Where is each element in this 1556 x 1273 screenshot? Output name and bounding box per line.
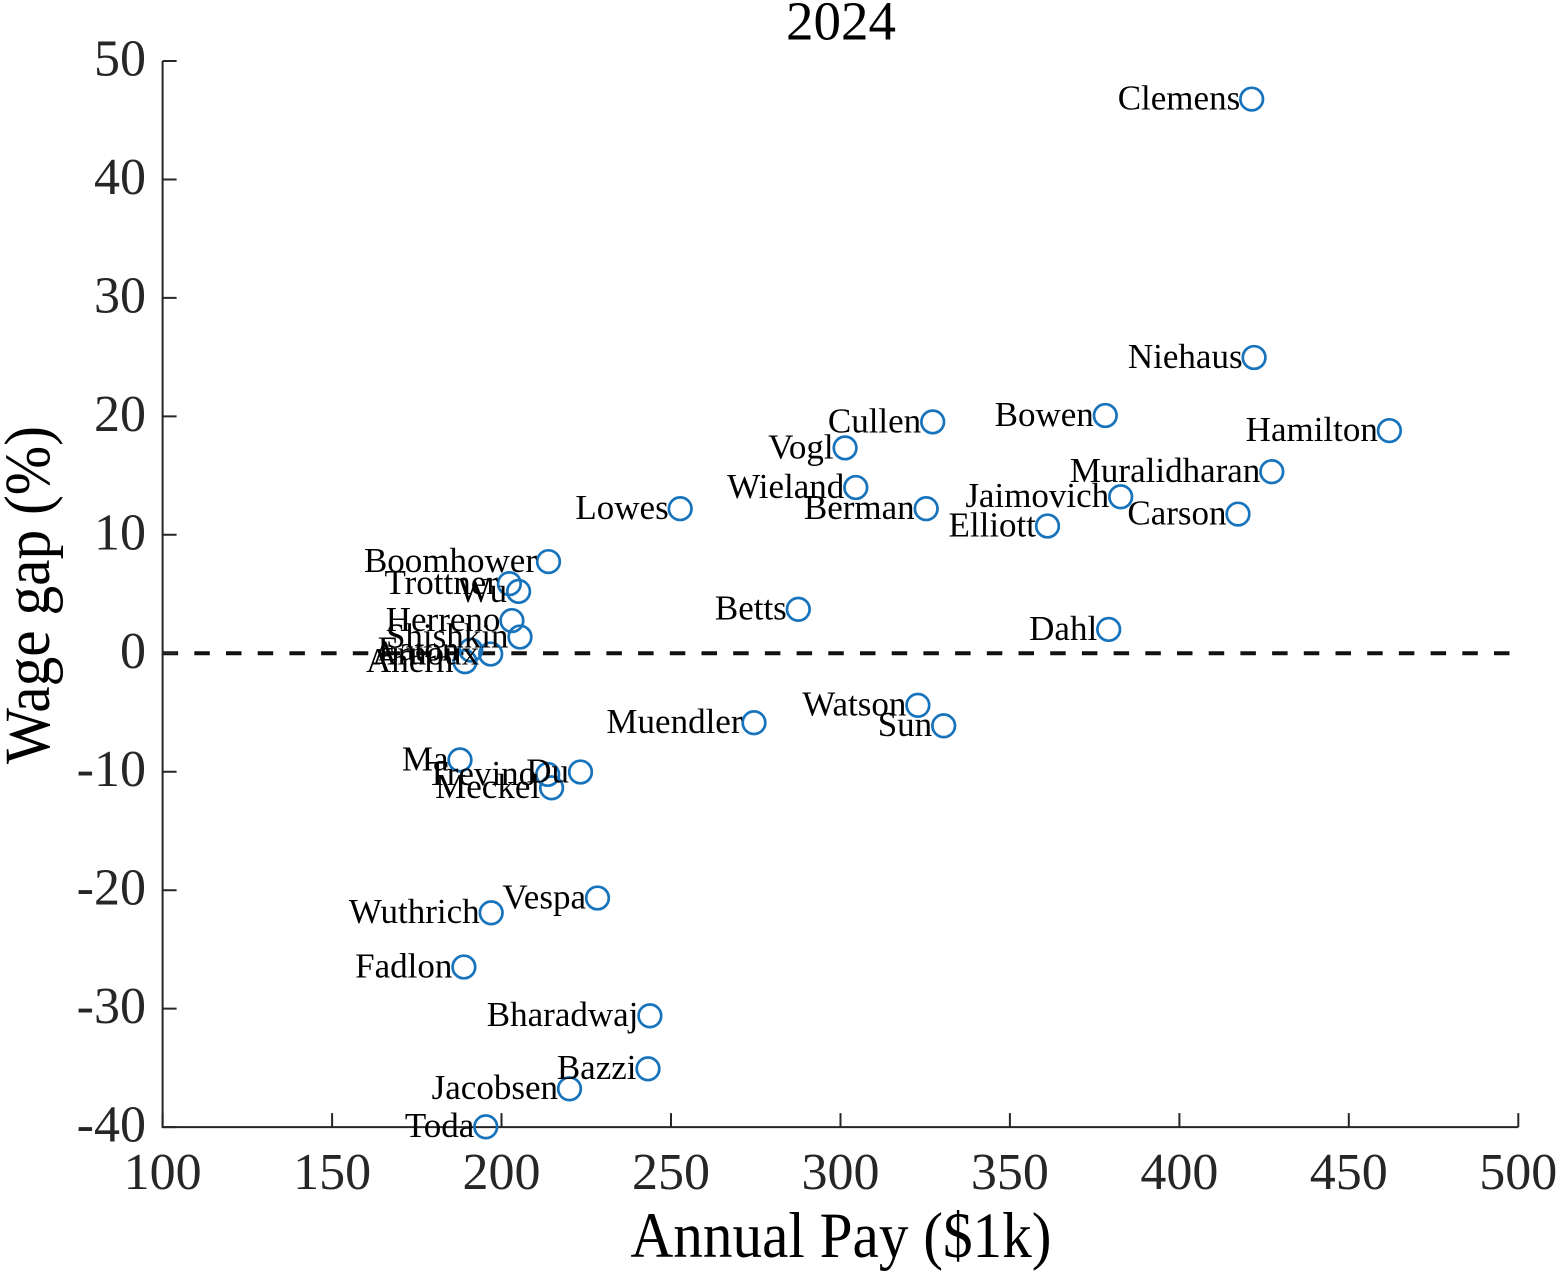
svg-text:Meckel: Meckel bbox=[435, 767, 540, 806]
svg-text:Berman: Berman bbox=[804, 488, 915, 527]
svg-text:300: 300 bbox=[802, 1144, 880, 1201]
svg-text:-40: -40 bbox=[77, 1097, 146, 1154]
svg-text:Bharadwaj: Bharadwaj bbox=[487, 995, 639, 1034]
svg-text:Watson: Watson bbox=[802, 685, 906, 724]
svg-text:Dahl: Dahl bbox=[1029, 609, 1097, 648]
svg-text:0: 0 bbox=[120, 623, 146, 680]
svg-text:20: 20 bbox=[94, 386, 146, 443]
svg-text:Toda: Toda bbox=[405, 1106, 475, 1145]
svg-text:-20: -20 bbox=[77, 860, 146, 917]
svg-text:350: 350 bbox=[971, 1144, 1049, 1201]
svg-text:Jaimovich: Jaimovich bbox=[965, 476, 1109, 515]
svg-text:Clemens: Clemens bbox=[1118, 79, 1240, 118]
svg-text:Carson: Carson bbox=[1127, 494, 1226, 533]
svg-text:Wage gap (%): Wage gap (%) bbox=[0, 426, 64, 764]
svg-text:-30: -30 bbox=[77, 978, 146, 1035]
svg-text:Muralidharan: Muralidharan bbox=[1070, 451, 1260, 490]
svg-text:450: 450 bbox=[1310, 1144, 1388, 1201]
svg-text:Muendler: Muendler bbox=[606, 702, 742, 741]
svg-text:Herreno: Herreno bbox=[386, 600, 501, 639]
svg-text:Boomhower: Boomhower bbox=[364, 541, 537, 580]
svg-text:Trottner: Trottner bbox=[384, 563, 498, 602]
svg-text:100: 100 bbox=[124, 1144, 202, 1201]
svg-text:Arnoux: Arnoux bbox=[372, 633, 479, 672]
svg-text:Shishkin: Shishkin bbox=[386, 616, 509, 655]
svg-text:10: 10 bbox=[94, 504, 146, 561]
svg-text:Hamilton: Hamilton bbox=[1246, 410, 1378, 449]
svg-text:-10: -10 bbox=[77, 741, 146, 798]
svg-text:Annual Pay ($1k): Annual Pay ($1k) bbox=[631, 1200, 1052, 1272]
svg-text:Wu: Wu bbox=[458, 571, 507, 610]
svg-text:Sun: Sun bbox=[878, 705, 932, 744]
svg-text:Bowen: Bowen bbox=[995, 395, 1094, 434]
svg-text:50: 50 bbox=[94, 31, 146, 88]
svg-text:Fadlon: Fadlon bbox=[355, 946, 452, 985]
svg-text:Elliott: Elliott bbox=[949, 505, 1037, 544]
svg-text:Lowes: Lowes bbox=[575, 488, 668, 527]
svg-text:150: 150 bbox=[293, 1144, 371, 1201]
svg-text:40: 40 bbox=[94, 149, 146, 206]
svg-text:Wuthrich: Wuthrich bbox=[349, 892, 480, 931]
svg-text:Du: Du bbox=[526, 751, 569, 790]
svg-text:Ma: Ma bbox=[402, 739, 449, 778]
svg-text:Cullen: Cullen bbox=[828, 401, 921, 440]
svg-text:Vespa: Vespa bbox=[502, 877, 586, 916]
svg-text:Betts: Betts bbox=[715, 589, 787, 628]
svg-text:400: 400 bbox=[1140, 1144, 1218, 1201]
svg-text:Vogl: Vogl bbox=[768, 427, 834, 466]
svg-text:Niehaus: Niehaus bbox=[1128, 337, 1243, 376]
svg-text:250: 250 bbox=[632, 1144, 710, 1201]
svg-text:Trevino: Trevino bbox=[427, 754, 537, 793]
svg-text:500: 500 bbox=[1479, 1144, 1556, 1201]
svg-text:Bazzi: Bazzi bbox=[557, 1048, 637, 1087]
svg-text:Ahern: Ahern bbox=[366, 641, 453, 680]
svg-text:Eaton: Eaton bbox=[378, 630, 460, 669]
svg-text:Wieland: Wieland bbox=[727, 467, 845, 506]
svg-text:30: 30 bbox=[94, 267, 146, 324]
svg-text:Jacobsen: Jacobsen bbox=[432, 1068, 558, 1107]
svg-text:200: 200 bbox=[463, 1144, 541, 1201]
svg-text:2024: 2024 bbox=[786, 0, 896, 52]
